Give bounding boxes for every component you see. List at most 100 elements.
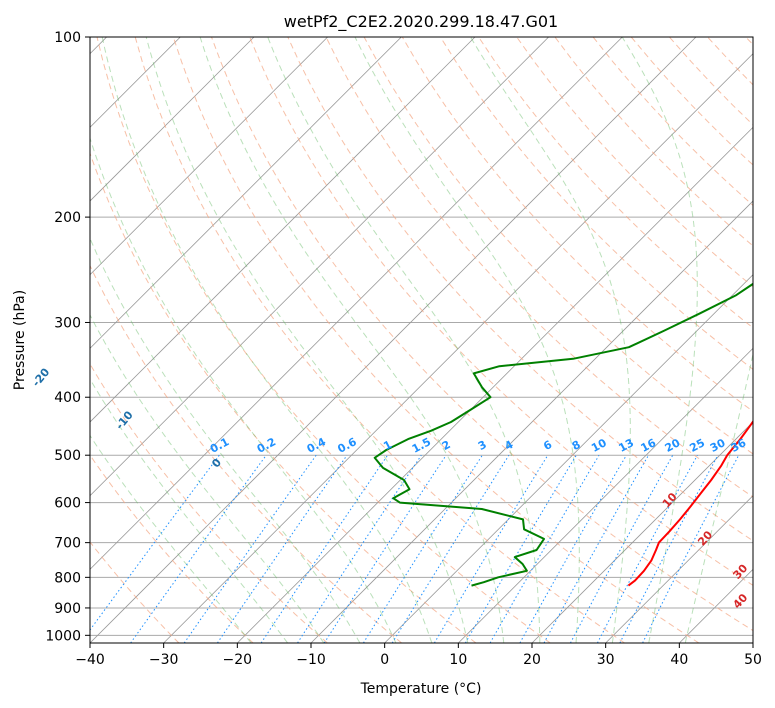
chart-title: wetPf2_C2E2.2020.299.18.47.G01	[284, 12, 558, 32]
dry-adiabat-line	[211, 37, 753, 632]
mixing-ratio-line	[519, 454, 627, 643]
x-tick-label: 0	[380, 652, 389, 668]
isotherm-line	[90, 37, 623, 570]
mixing-ratio-label: 8	[570, 438, 583, 453]
y-tick-label: 1000	[45, 628, 81, 644]
x-tick-label: −20	[223, 652, 253, 668]
mixing-ratio-line	[489, 454, 600, 643]
dry-adiabat-line	[478, 37, 753, 329]
moist-adiabat-line	[145, 37, 469, 643]
mixing-ratio-label: 10	[589, 436, 609, 455]
mixing-ratio-line	[260, 454, 389, 643]
moist-adiabat-line	[90, 136, 397, 643]
mixing-ratio-label: 36	[729, 436, 749, 455]
dry-adiabat-line	[134, 37, 625, 643]
isotherm-line	[679, 568, 753, 643]
isotherm-line	[458, 347, 753, 643]
moist-adiabat-line	[101, 37, 433, 643]
mixing-ratio-line	[130, 454, 267, 643]
mixing-ratio-label: 0.1	[208, 435, 231, 456]
y-tick-label: 100	[54, 30, 81, 46]
x-axis: −40 −30 −20 −10 0 10 20 30 40 50	[75, 643, 762, 668]
mixing-ratio-label: 3	[476, 438, 489, 453]
y-tick-label: 600	[54, 496, 81, 512]
dry-adiabat-line	[592, 37, 753, 207]
mixing-ratio-label: 0.4	[305, 435, 329, 456]
isotherm-line	[237, 126, 753, 643]
mixing-ratio-label: 2	[440, 438, 453, 453]
moist-adiabat-line	[90, 313, 325, 643]
isotherm-line	[90, 37, 476, 423]
mixing-ratio-line	[297, 454, 422, 643]
dry-adiabat-line	[669, 37, 753, 126]
y-tick-label: 800	[54, 570, 81, 586]
moist-adiabat-line	[199, 37, 505, 643]
mixing-ratio-label: 13	[616, 436, 636, 455]
x-tick-label: −40	[75, 652, 105, 668]
mixing-ratio-label: 6	[541, 438, 554, 453]
x-tick-label: 10	[449, 652, 467, 668]
dry-adiabat-line	[325, 37, 753, 498]
mixing-ratio-line	[216, 454, 348, 643]
x-tick-label: −10	[296, 652, 326, 668]
moist-adiabat-line	[90, 378, 289, 643]
isotherm-line	[90, 37, 402, 349]
profile-series	[373, 282, 753, 587]
x-tick-label: 30	[597, 652, 615, 668]
dry-adiabat-line	[90, 151, 477, 643]
dry-adiabat-line	[249, 37, 753, 586]
moist-adiabat-label: 10	[660, 490, 680, 510]
isotherm-line	[310, 200, 753, 643]
isotherm-line	[752, 642, 753, 643]
dry-adiabat-label: -20	[30, 365, 53, 389]
dry-adiabat-line	[90, 363, 328, 643]
isotherm-line	[90, 37, 549, 497]
dry-adiabat-line	[90, 264, 403, 643]
x-tick-label: 40	[670, 652, 688, 668]
moist-adiabat-line	[90, 434, 252, 643]
moist-adiabat-label: 30	[730, 561, 750, 581]
dry-adiabat-label: -10	[113, 408, 136, 432]
dry-adiabat-line	[707, 37, 753, 86]
dry-adiabat-line	[90, 454, 254, 643]
mixing-ratio-line	[619, 454, 719, 643]
mixing-ratio-line	[543, 454, 649, 643]
x-axis-label: Temperature (°C)	[360, 681, 482, 697]
dewpoint-line	[373, 282, 753, 587]
mixing-ratio-label: 16	[639, 436, 659, 455]
mixing-ratio-line	[323, 454, 447, 643]
y-axis: 100 200 300 400 500 600 700 800 900 1000	[45, 30, 90, 644]
dry-adiabat-line	[439, 37, 753, 370]
y-axis-label: Pressure (hPa)	[12, 290, 28, 390]
y-tick-label: 500	[54, 448, 81, 464]
dry-adiabat-line	[401, 37, 753, 412]
dry-adiabat-line	[516, 37, 753, 288]
mixing-ratio-label: 20	[663, 436, 683, 455]
moist-adiabat-line	[354, 37, 580, 643]
dry-adiabat-line	[363, 37, 753, 455]
isotherm-line	[531, 421, 753, 643]
isotherm-line	[90, 37, 697, 643]
isotherm-line	[163, 53, 753, 643]
moist-adiabat-line	[90, 237, 361, 643]
dry-adiabat-line	[96, 37, 551, 643]
y-tick-label: 900	[54, 601, 81, 617]
mixing-ratio-label: 1.5	[410, 435, 433, 456]
x-tick-label: 50	[744, 652, 762, 668]
x-tick-label: −30	[149, 652, 179, 668]
isotherm-line	[90, 37, 255, 202]
isotherm-line	[384, 274, 753, 643]
plot-frame	[89, 36, 754, 644]
mixing-ratio-line	[362, 454, 483, 643]
mixing-ratio-line	[183, 454, 317, 643]
dry-adiabat-line	[745, 37, 753, 46]
moist-adiabat-line	[267, 37, 541, 643]
y-tick-label: 300	[54, 315, 81, 331]
y-tick-label: 200	[54, 210, 81, 226]
dry-adiabat-line	[287, 37, 753, 542]
mixing-ratio-label: 0.2	[255, 435, 278, 456]
mixing-ratio-line	[596, 454, 698, 643]
y-tick-label: 400	[54, 390, 81, 406]
